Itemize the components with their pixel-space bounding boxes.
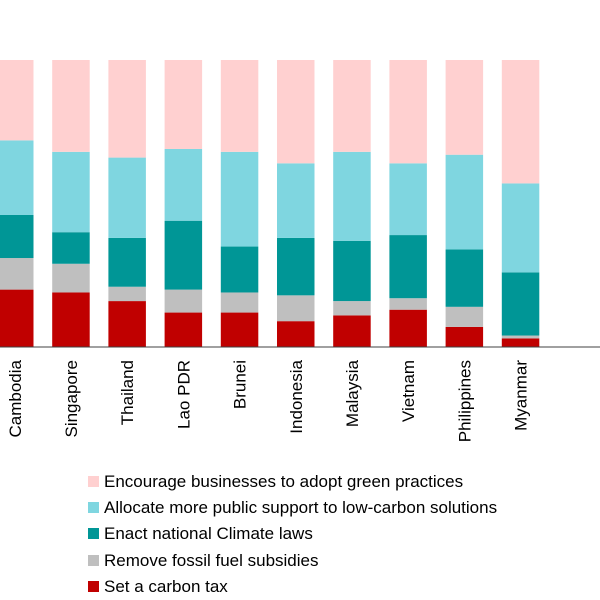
x-tick-label-vietnam: Vietnam [399,360,418,422]
bar-segment-cambodia-encourage-businesses-to-adopt-green-practices [0,60,34,141]
bar-segment-vietnam-remove-fossil-fuel-subsidies [389,298,427,310]
bar-segment-singapore-set-a-carbon-tax [52,292,90,347]
legend: Encourage businesses to adopt green prac… [88,468,497,599]
bar-segment-cambodia-remove-fossil-fuel-subsidies [0,258,34,290]
bar-segment-indonesia-encourage-businesses-to-adopt-green-practices [277,60,315,164]
bar-segment-thailand-enact-national-climate-laws [108,237,146,287]
bar-segment-lao-pdr-set-a-carbon-tax [164,312,203,347]
legend-item-green-practices: Encourage businesses to adopt green prac… [88,468,497,494]
legend-swatch [88,528,99,540]
bar-segment-singapore-encourage-businesses-to-adopt-green-practices [52,60,90,152]
bar-segment-brunei-encourage-businesses-to-adopt-green-practices [220,60,259,152]
x-tick-label-lao-pdr: Lao PDR [174,360,193,429]
legend-label: Remove fossil fuel subsidies [104,550,319,570]
bar-segment-philippines-enact-national-climate-laws [445,249,484,307]
bar-segment-indonesia-remove-fossil-fuel-subsidies [277,295,315,322]
legend-label: Set a carbon tax [104,576,228,596]
legend-item-public-support: Allocate more public support to low-carb… [88,494,497,520]
bar-segment-lao-pdr-remove-fossil-fuel-subsidies [164,289,203,313]
bar-stack-vietnam [389,60,427,347]
bar-segment-philippines-encourage-businesses-to-adopt-green-practices [445,60,484,155]
bar-stack-indonesia [277,60,315,347]
bar-stack-myanmar [501,60,540,347]
bar-segment-indonesia-allocate-more-public-support-to-low-carbon-solutions [277,163,315,238]
bar-segment-brunei-allocate-more-public-support-to-low-carbon-solutions [220,151,259,247]
bar-segment-brunei-enact-national-climate-laws [220,246,259,293]
bar-segment-malaysia-remove-fossil-fuel-subsidies [333,301,371,316]
legend-swatch [88,580,99,592]
bar-stack-brunei [220,60,259,347]
bar-segment-cambodia-allocate-more-public-support-to-low-carbon-solutions [0,140,34,215]
legend-swatch [88,501,99,513]
bar-segment-myanmar-allocate-more-public-support-to-low-carbon-solutions [501,183,540,273]
bar-stack-thailand [108,60,146,347]
bar-segment-philippines-set-a-carbon-tax [445,326,484,347]
bar-segment-philippines-allocate-more-public-support-to-low-carbon-solutions [445,154,484,250]
x-tick-label-malaysia: Malaysia [343,359,362,427]
x-tick-label-myanmar: Myanmar [512,360,531,431]
bar-segment-thailand-allocate-more-public-support-to-low-carbon-solutions [108,157,146,238]
bar-segment-lao-pdr-encourage-businesses-to-adopt-green-practices [164,60,203,149]
bar-segment-thailand-encourage-businesses-to-adopt-green-practices [108,60,146,158]
bar-stack-singapore [52,60,90,347]
bar-segment-malaysia-encourage-businesses-to-adopt-green-practices [333,60,371,152]
x-tick-label-brunei: Brunei [231,360,250,409]
x-tick-labels: Cambodia Singapore Thailand Lao PDR Brunei In… [6,359,531,442]
bar-segment-vietnam-encourage-businesses-to-adopt-green-practices [389,60,427,164]
legend-item-climate-laws: Enact national Climate laws [88,521,497,547]
bar-segment-thailand-set-a-carbon-tax [108,301,146,347]
x-tick-label-thailand: Thailand [118,360,137,425]
bar-segment-thailand-remove-fossil-fuel-subsidies [108,286,146,302]
bar-segment-singapore-allocate-more-public-support-to-low-carbon-solutions [52,151,90,233]
x-tick-label-philippines: Philippines [455,360,474,442]
bar-segment-myanmar-set-a-carbon-tax [501,338,540,347]
bar-segment-singapore-enact-national-climate-laws [52,232,90,264]
bar-segment-indonesia-set-a-carbon-tax [277,321,315,347]
x-tick-label-singapore: Singapore [62,360,81,438]
x-tick-label-cambodia: Cambodia [6,359,25,437]
bar-segment-cambodia-enact-national-climate-laws [0,214,34,259]
bar-segment-lao-pdr-enact-national-climate-laws [164,220,203,290]
bar-stack-cambodia [0,60,34,347]
bar-segment-philippines-remove-fossil-fuel-subsidies [445,306,484,327]
bar-segment-malaysia-allocate-more-public-support-to-low-carbon-solutions [333,151,371,241]
bar-segment-brunei-set-a-carbon-tax [220,312,259,347]
bar-segment-brunei-remove-fossil-fuel-subsidies [220,292,259,313]
legend-item-carbon-tax: Set a carbon tax [88,573,497,599]
bar-segment-myanmar-enact-national-climate-laws [501,272,540,336]
legend-label: Enact national Climate laws [104,524,313,544]
bar-segment-singapore-remove-fossil-fuel-subsidies [52,263,90,293]
bar-segment-vietnam-enact-national-climate-laws [389,235,427,299]
legend-label: Encourage businesses to adopt green prac… [104,471,464,491]
x-tick-label-indonesia: Indonesia [287,359,306,433]
legend-label: Allocate more public support to low-carb… [104,497,498,517]
bar-stack-philippines [445,60,484,347]
legend-swatch [88,475,99,487]
bar-stack-lao-pdr [164,60,203,347]
bar-segment-malaysia-enact-national-climate-laws [333,240,371,302]
legend-swatch [88,554,99,566]
bar-segment-vietnam-allocate-more-public-support-to-low-carbon-solutions [389,163,427,236]
bar-segment-lao-pdr-allocate-more-public-support-to-low-carbon-solutions [164,148,203,221]
bar-stack-malaysia [333,60,371,347]
bar-segment-myanmar-remove-fossil-fuel-subsidies [501,335,540,339]
bar-segment-indonesia-enact-national-climate-laws [277,237,315,296]
bar-segment-malaysia-set-a-carbon-tax [333,315,371,347]
bar-segment-cambodia-set-a-carbon-tax [0,289,34,347]
bar-segment-myanmar-encourage-businesses-to-adopt-green-practices [501,60,540,184]
bars-group [0,60,540,347]
legend-item-fossil-subsidies: Remove fossil fuel subsidies [88,547,497,573]
bar-segment-vietnam-set-a-carbon-tax [389,309,427,347]
